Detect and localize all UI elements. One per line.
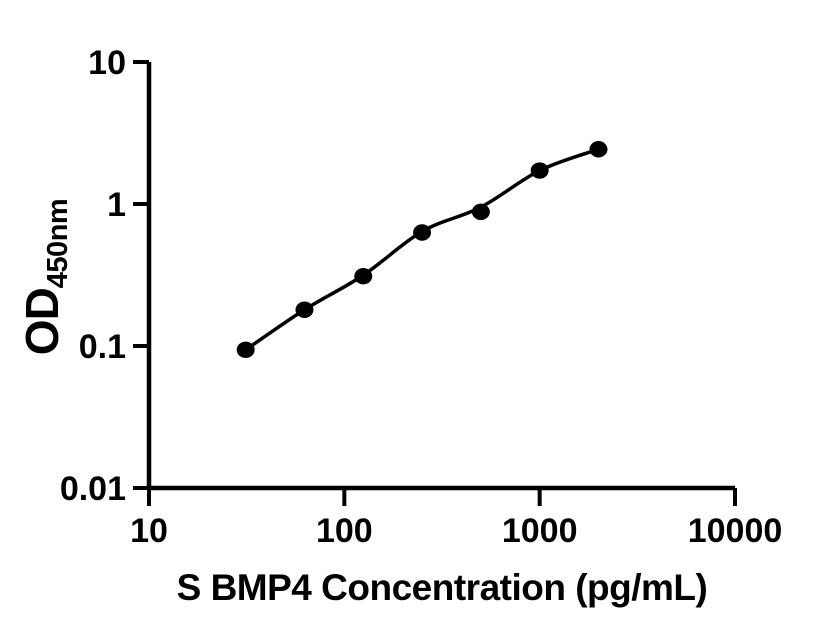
x-axis-tick-label: 10000 [688, 512, 783, 550]
y-axis-tick-label: 1 [107, 186, 126, 224]
data-point [354, 268, 373, 285]
fit-curve [244, 147, 600, 352]
data-point [295, 301, 314, 318]
data-point [413, 224, 432, 241]
y-axis-title: OD450nm [16, 198, 74, 356]
x-axis-tick-label: 10 [130, 512, 168, 550]
y-axis-tick-label: 0.01 [60, 470, 126, 508]
y-axis-title-main: OD [16, 288, 68, 356]
data-point [236, 341, 255, 359]
x-axis-tick-label: 1000 [502, 512, 578, 550]
y-axis-tick-label: 10 [88, 44, 126, 82]
data-point [589, 141, 608, 158]
x-axis-title: S BMP4 Concentration (pg/mL) [176, 567, 708, 608]
x-axis-tick-label: 100 [316, 512, 373, 550]
data-point [530, 162, 549, 179]
data-point [471, 203, 490, 221]
y-axis-tick-label: 0.1 [79, 328, 126, 366]
y-axis-title-subscript: 450nm [42, 198, 74, 289]
axis-spines [146, 62, 735, 491]
